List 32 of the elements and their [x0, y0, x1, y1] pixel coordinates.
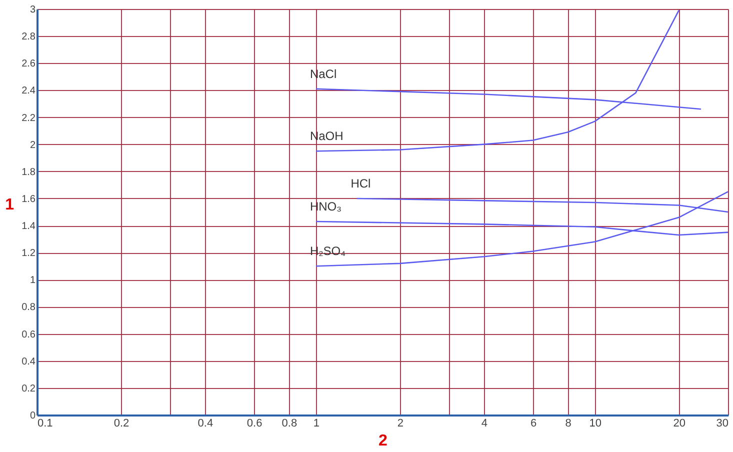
y-tick-label: 2.6: [22, 58, 36, 70]
x-tick-label: 0.4: [198, 418, 214, 430]
x-tick-label: 20: [673, 418, 686, 430]
x-tick-label: 0.1: [38, 418, 53, 430]
y-tick-label: 0.8: [22, 302, 36, 314]
y-tick-label: 0: [30, 410, 36, 422]
x-tick-label: 1: [313, 418, 320, 430]
x-tick-label: 0.6: [246, 418, 262, 430]
x-tick-label: 0.8: [282, 418, 298, 430]
y-tick-label: 2.4: [22, 86, 36, 97]
x-tick-label: 10: [589, 418, 602, 430]
y-tick-label: 3: [30, 4, 36, 16]
x-tick-label: 4: [481, 418, 488, 430]
y-tick-label: 1.4: [22, 221, 36, 232]
y-tick-label: 2: [30, 140, 36, 151]
y-tick-label: 2.8: [22, 32, 36, 43]
series-label: HCl: [350, 176, 371, 190]
y-tick-label: 1: [30, 275, 36, 286]
y-tick-label: 1.2: [22, 248, 36, 260]
x-tick-label: 6: [530, 418, 537, 430]
y-tick-label: 0.4: [22, 356, 36, 368]
y-tick-label: 0.2: [22, 383, 36, 394]
x-tick-label: 2: [397, 418, 404, 430]
x-tick-label: 8: [565, 418, 572, 430]
y-axis-title: 1: [5, 196, 14, 214]
x-tick-label: 30: [716, 418, 728, 430]
x-tick-label: 0.2: [114, 418, 130, 430]
y-tick-label: 0.6: [22, 329, 36, 340]
x-axis-title: 2: [378, 432, 388, 450]
y-tick-label: 1.6: [22, 194, 36, 205]
y-tick-label: 2.2: [22, 112, 36, 124]
y-tick-label: 1.8: [22, 166, 36, 178]
